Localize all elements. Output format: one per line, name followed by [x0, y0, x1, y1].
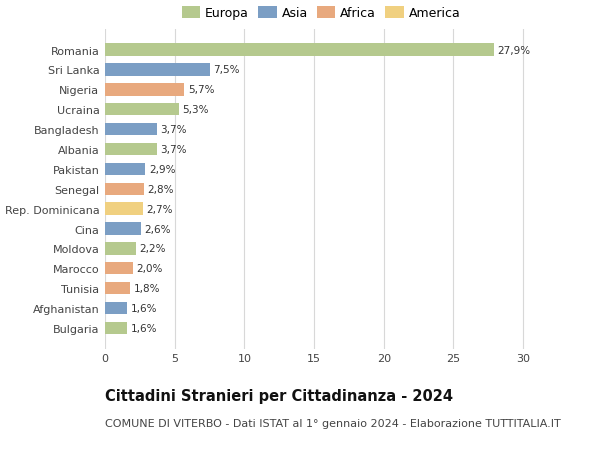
- Bar: [105, 163, 145, 176]
- Bar: [105, 45, 494, 56]
- Text: 2,6%: 2,6%: [145, 224, 171, 234]
- Text: 2,8%: 2,8%: [148, 185, 174, 194]
- Bar: [105, 123, 157, 136]
- Text: 2,0%: 2,0%: [136, 263, 163, 274]
- Bar: [105, 302, 127, 314]
- Text: 2,2%: 2,2%: [139, 244, 166, 254]
- Text: 27,9%: 27,9%: [497, 45, 530, 56]
- Bar: [105, 144, 157, 156]
- Bar: [105, 64, 209, 77]
- Bar: [105, 282, 130, 295]
- Bar: [105, 183, 144, 196]
- Text: 7,5%: 7,5%: [213, 65, 239, 75]
- Text: Cittadini Stranieri per Cittadinanza - 2024: Cittadini Stranieri per Cittadinanza - 2…: [105, 388, 453, 403]
- Text: COMUNE DI VITERBO - Dati ISTAT al 1° gennaio 2024 - Elaborazione TUTTITALIA.IT: COMUNE DI VITERBO - Dati ISTAT al 1° gen…: [105, 418, 561, 428]
- Text: 1,6%: 1,6%: [131, 303, 157, 313]
- Legend: Europa, Asia, Africa, America: Europa, Asia, Africa, America: [179, 4, 463, 22]
- Bar: [105, 223, 141, 235]
- Bar: [105, 263, 133, 275]
- Bar: [105, 322, 127, 334]
- Text: 3,7%: 3,7%: [160, 145, 187, 155]
- Text: 3,7%: 3,7%: [160, 125, 187, 135]
- Text: 1,8%: 1,8%: [134, 284, 160, 293]
- Text: 2,7%: 2,7%: [146, 204, 173, 214]
- Text: 2,9%: 2,9%: [149, 164, 175, 174]
- Text: 1,6%: 1,6%: [131, 323, 157, 333]
- Bar: [105, 84, 184, 96]
- Bar: [105, 104, 179, 116]
- Text: 5,3%: 5,3%: [182, 105, 209, 115]
- Bar: [105, 243, 136, 255]
- Text: 5,7%: 5,7%: [188, 85, 214, 95]
- Bar: [105, 203, 143, 215]
